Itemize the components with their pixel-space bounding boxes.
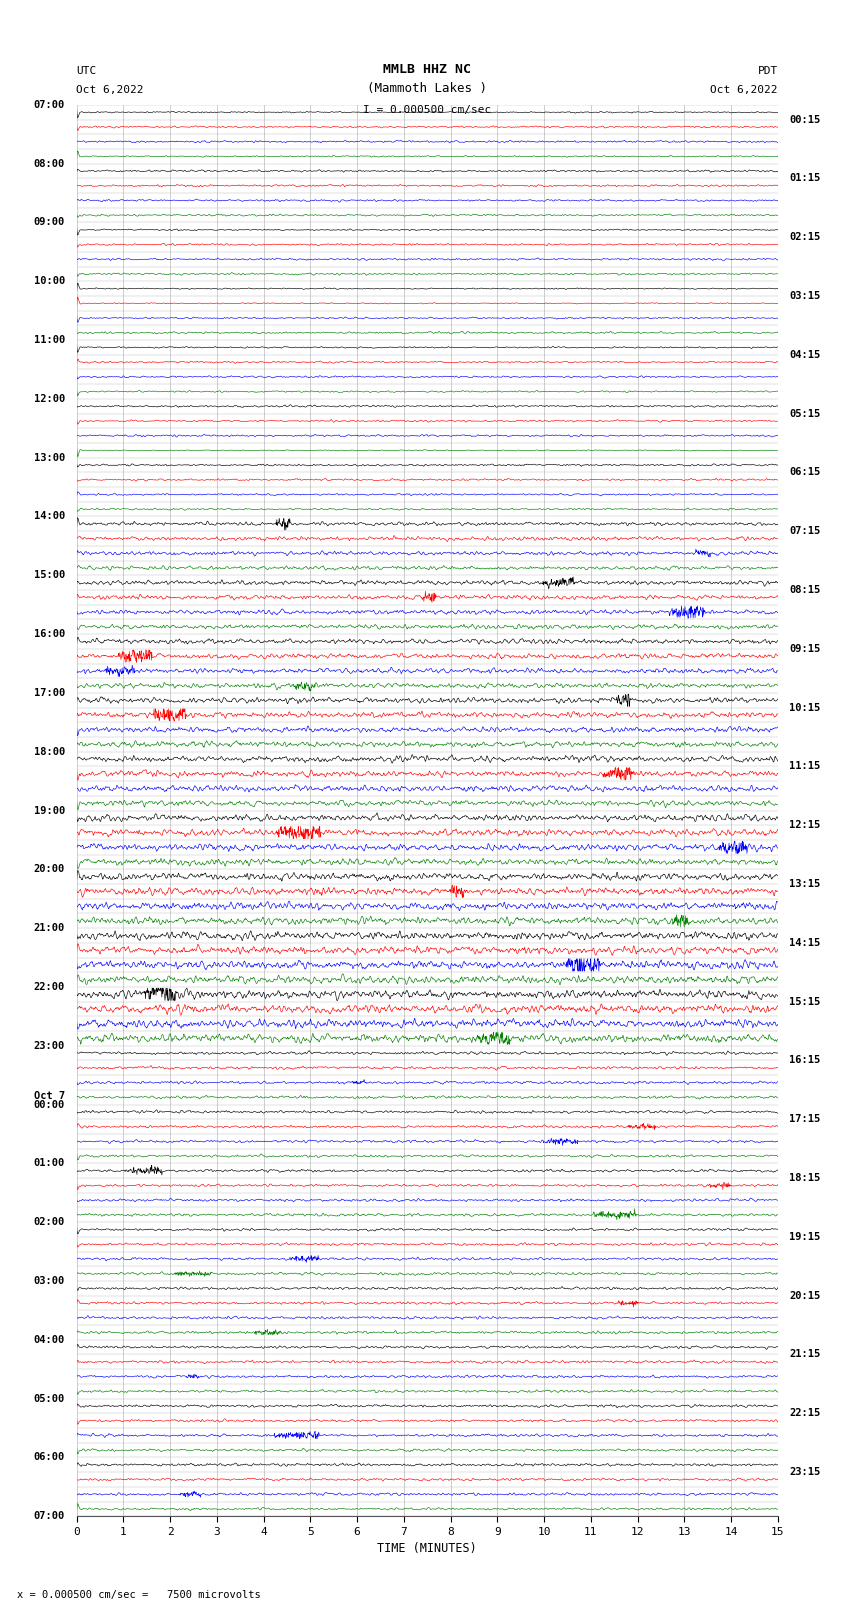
Text: Oct 6,2022: Oct 6,2022	[711, 85, 778, 95]
Text: 10:15: 10:15	[790, 703, 821, 713]
Text: 20:00: 20:00	[33, 865, 65, 874]
Text: 06:00: 06:00	[33, 1452, 65, 1463]
Text: 10:00: 10:00	[33, 276, 65, 286]
Text: 08:15: 08:15	[790, 586, 821, 595]
Text: 14:15: 14:15	[790, 937, 821, 948]
Text: 00:15: 00:15	[790, 115, 821, 124]
Text: 06:15: 06:15	[790, 468, 821, 477]
Text: 12:15: 12:15	[790, 821, 821, 831]
Text: 18:00: 18:00	[33, 747, 65, 756]
Text: 22:15: 22:15	[790, 1408, 821, 1418]
Text: 08:00: 08:00	[33, 158, 65, 169]
Text: 20:15: 20:15	[790, 1290, 821, 1300]
Text: 15:00: 15:00	[33, 571, 65, 581]
Text: 13:00: 13:00	[33, 453, 65, 463]
Text: 00:00: 00:00	[33, 1100, 65, 1110]
Text: 05:00: 05:00	[33, 1394, 65, 1403]
Text: 02:00: 02:00	[33, 1218, 65, 1227]
Text: 21:00: 21:00	[33, 923, 65, 934]
Text: 02:15: 02:15	[790, 232, 821, 242]
Text: 04:00: 04:00	[33, 1336, 65, 1345]
Text: PDT: PDT	[757, 66, 778, 76]
Text: 07:15: 07:15	[790, 526, 821, 536]
Text: 17:15: 17:15	[790, 1115, 821, 1124]
Text: 15:15: 15:15	[790, 997, 821, 1007]
Text: 14:00: 14:00	[33, 511, 65, 521]
Text: 07:00: 07:00	[33, 1511, 65, 1521]
Text: 05:15: 05:15	[790, 408, 821, 419]
Text: Oct 6,2022: Oct 6,2022	[76, 85, 144, 95]
Text: 13:15: 13:15	[790, 879, 821, 889]
Text: MMLB HHZ NC: MMLB HHZ NC	[383, 63, 471, 76]
Text: 03:00: 03:00	[33, 1276, 65, 1286]
X-axis label: TIME (MINUTES): TIME (MINUTES)	[377, 1542, 477, 1555]
Text: I = 0.000500 cm/sec: I = 0.000500 cm/sec	[363, 105, 491, 115]
Text: 21:15: 21:15	[790, 1350, 821, 1360]
Text: 19:00: 19:00	[33, 805, 65, 816]
Text: 12:00: 12:00	[33, 394, 65, 403]
Text: 22:00: 22:00	[33, 982, 65, 992]
Text: 09:00: 09:00	[33, 218, 65, 227]
Text: 07:00: 07:00	[33, 100, 65, 110]
Text: 16:00: 16:00	[33, 629, 65, 639]
Text: 19:15: 19:15	[790, 1232, 821, 1242]
Text: UTC: UTC	[76, 66, 97, 76]
Text: 01:00: 01:00	[33, 1158, 65, 1168]
Text: 01:15: 01:15	[790, 173, 821, 184]
Text: 09:15: 09:15	[790, 644, 821, 653]
Text: Oct 7: Oct 7	[33, 1090, 65, 1100]
Text: 16:15: 16:15	[790, 1055, 821, 1066]
Text: 17:00: 17:00	[33, 687, 65, 698]
Text: 04:15: 04:15	[790, 350, 821, 360]
Text: 23:15: 23:15	[790, 1468, 821, 1478]
Text: 11:00: 11:00	[33, 336, 65, 345]
Text: x = 0.000500 cm/sec =   7500 microvolts: x = 0.000500 cm/sec = 7500 microvolts	[17, 1590, 261, 1600]
Text: 23:00: 23:00	[33, 1040, 65, 1050]
Text: (Mammoth Lakes ): (Mammoth Lakes )	[367, 82, 487, 95]
Text: 03:15: 03:15	[790, 290, 821, 302]
Text: 18:15: 18:15	[790, 1173, 821, 1182]
Text: 11:15: 11:15	[790, 761, 821, 771]
